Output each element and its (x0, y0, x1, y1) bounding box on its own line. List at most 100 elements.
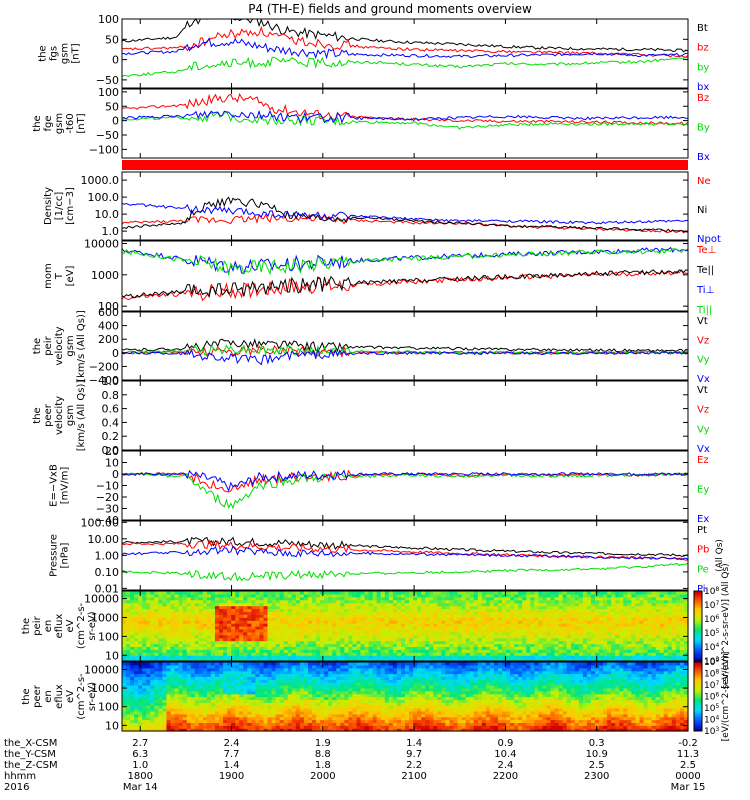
legend-Bt: Bt (697, 23, 708, 34)
series-Vt (121, 338, 689, 353)
y-tick-label: 0.0 (102, 444, 120, 457)
date-label: Mar 15 (671, 782, 706, 793)
colorbar-tick-label: 103 (704, 656, 719, 668)
y-tick-label: 10000 (84, 663, 119, 676)
y-tick-label: −40 (96, 514, 119, 527)
ephemeris-value: 1.9 (315, 738, 331, 749)
series-Vy (121, 344, 689, 357)
panel-peer-velocity: 0.00.20.40.60.81.0 the peer velocity gsm [km/… (32, 375, 710, 457)
ephemeris-value: 2.5 (680, 760, 696, 771)
y-axis-label: [nT] (71, 43, 82, 63)
y-axis-label: gsm (60, 43, 71, 64)
y-tick-label: 10.00 (88, 533, 120, 546)
ephemeris-value: 2.7 (132, 738, 148, 749)
series-Pb (121, 539, 689, 561)
legend-Vt: Vt (697, 316, 708, 327)
panel-pressure: 0.01 0.10 1.00 10.00 100.00 Pressure [nPa] Pt Pb… (49, 516, 726, 595)
y-axis-label: eflux (54, 684, 65, 709)
legend-bz: bz (697, 43, 709, 54)
series-Ex (121, 469, 689, 493)
y-tick-label: −50 (96, 129, 119, 142)
colorbar-label: [eV/(cm^2-s-sr-eV)] (All Qs) (721, 563, 731, 688)
y-tick-label: 1000.0 (81, 174, 120, 187)
y-axis-label: the (32, 407, 43, 423)
legend-Npot: Npot (697, 234, 721, 245)
series-Vx (121, 347, 689, 366)
panel-frame (121, 590, 689, 662)
ephemeris-value: 0.9 (497, 738, 513, 749)
ephemeris-value: 9.7 (406, 749, 422, 760)
y-axis-label: the (38, 45, 49, 61)
y-tick-label: 0.8 (102, 389, 120, 402)
y-tick-label: 1000 (91, 682, 119, 695)
y-tick-label: 0 (112, 468, 119, 481)
colorbar-tick-label: 108 (704, 586, 719, 598)
y-tick-label: 50 (105, 100, 119, 113)
y-axis-label: Density (43, 187, 54, 225)
y-axis-label: fgs (49, 46, 60, 61)
legend-Ti||: Ti|| (696, 305, 712, 316)
panel-mom-temp: 100 1000 10000 mom T [eV] Te⊥ Te|| Ti⊥ Ti|| (43, 237, 716, 316)
series-Te⊥ (121, 269, 689, 302)
panel-fgs-gsm: −50 0 50 100 the fgs gsm [nT] Bt bz by bx (38, 13, 710, 93)
y-tick-label: 1.00 (95, 549, 120, 562)
legend-Vy: Vy (697, 355, 710, 366)
series-by (121, 56, 689, 78)
legend-Vx: Vx (697, 374, 710, 385)
y-tick-label: −10 (96, 480, 119, 493)
y-tick-label: 10 (105, 457, 119, 470)
series-bx (122, 36, 688, 60)
y-axis-label: fge (43, 115, 54, 131)
legend-Bz: Bz (697, 93, 709, 104)
legend-Vy: Vy (697, 424, 710, 435)
panel-frame (121, 311, 689, 381)
legend-Vz: Vz (697, 405, 709, 416)
y-tick-label: 0 (112, 347, 119, 360)
y-axis-label: [nT] (76, 113, 87, 133)
y-tick-label: 50 (105, 33, 119, 46)
y-axis-label: [1/cc] (54, 192, 65, 221)
legend-Vt: Vt (697, 385, 708, 396)
panel-frame (121, 88, 689, 159)
y-axis-label: eV (65, 619, 76, 632)
date-label: Mar 14 (123, 782, 158, 793)
y-axis-label: -t60 (65, 113, 76, 133)
ephemeris-row-name: hhmm (4, 771, 36, 782)
x-tick-label: 0000 (675, 771, 700, 782)
y-axis-label: (cm^2-s- (76, 673, 87, 720)
y-tick-label: 0.10 (95, 566, 120, 579)
y-axis-label: en (43, 690, 54, 703)
legend-Te||: Te|| (696, 265, 714, 276)
y-axis-label: [cm−3] (65, 187, 76, 225)
x-tick-label: 2200 (493, 771, 518, 782)
colorbar-tick-label: 106 (704, 614, 719, 626)
series-Pe (121, 562, 689, 582)
ephemeris-value: 11.3 (677, 749, 699, 760)
series-Pt (122, 536, 688, 557)
colorbar-tick-label: 106 (704, 691, 719, 703)
legend-bx: bx (697, 82, 709, 93)
y-tick-label: 100 (98, 300, 119, 313)
panel-frame (121, 661, 689, 732)
y-axis-label: velocity (54, 396, 65, 435)
y-axis-label: [eV] (65, 266, 76, 287)
y-axis-label: en (43, 620, 54, 633)
y-tick-label: 0 (112, 115, 119, 128)
ephemeris-value: 0.3 (589, 738, 605, 749)
y-axis-label: Pressure (49, 534, 60, 577)
x-tick-label: 1800 (128, 771, 153, 782)
y-axis-label: peir (43, 335, 54, 355)
y-tick-label: −400 (89, 374, 119, 387)
y-axis-label: the (32, 115, 43, 131)
legend-Ex: Ex (697, 514, 709, 525)
ephemeris-value: 1.8 (315, 760, 331, 771)
y-axis-label: gsm (54, 113, 65, 134)
ephemeris-value: 10.4 (494, 749, 516, 760)
y-axis-label: the (21, 688, 32, 704)
y-axis-label: the (21, 618, 32, 634)
